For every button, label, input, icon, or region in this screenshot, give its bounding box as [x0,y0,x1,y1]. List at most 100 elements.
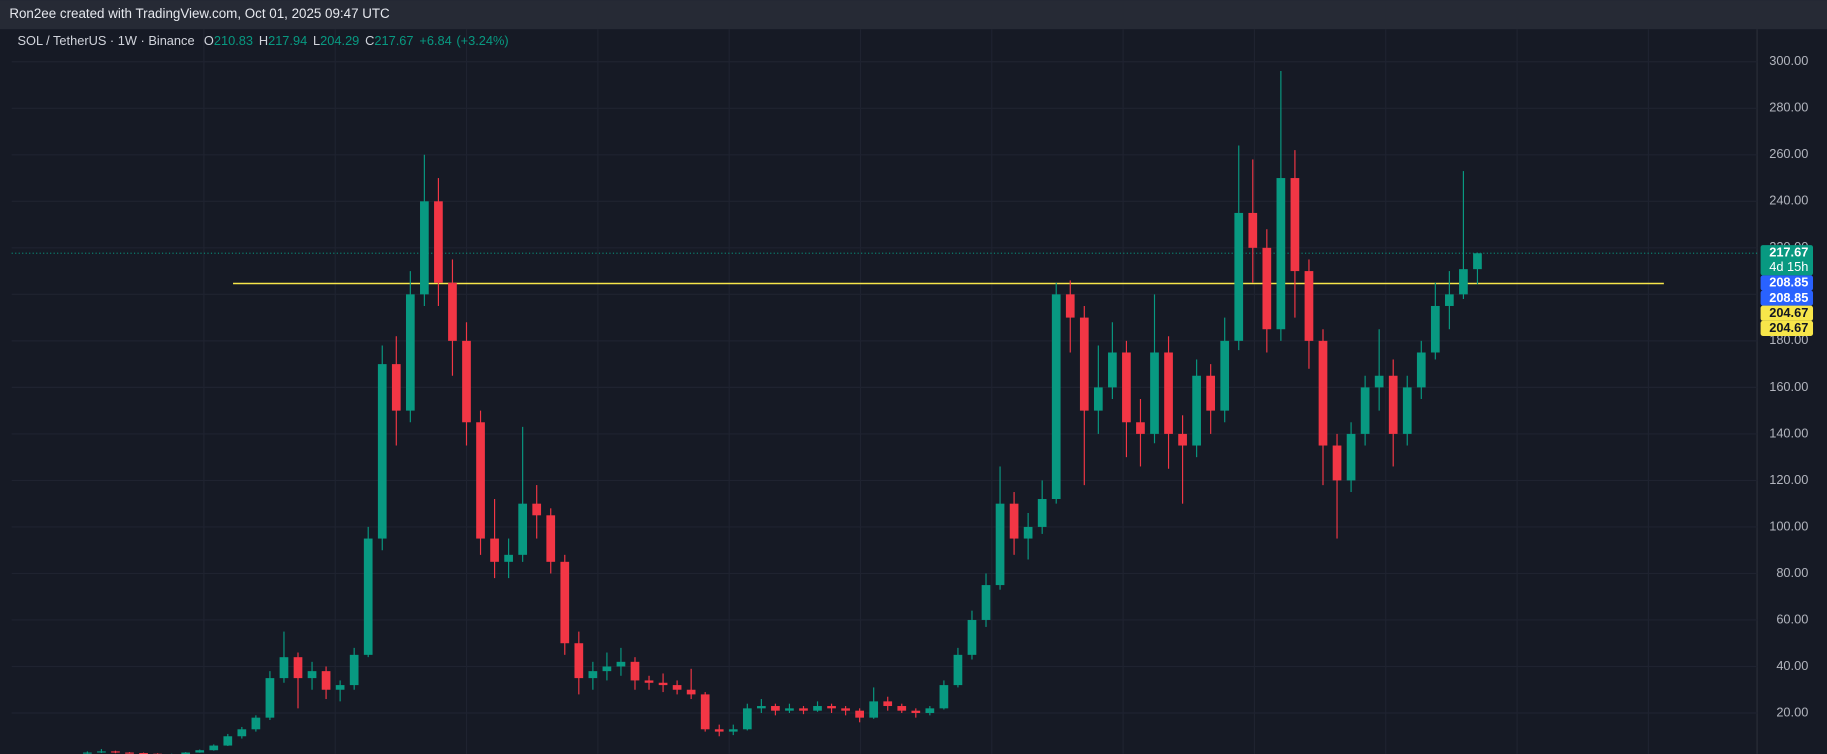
legend-value: 210.83 [214,33,253,48]
candle-body [897,706,907,711]
candle-body [349,654,359,686]
candle-body [911,710,921,713]
candle-body [560,561,570,644]
price-tag [1760,245,1814,276]
candle-body [1093,387,1103,411]
y-tick-label: 260.00 [1769,146,1808,161]
candle-body [1388,375,1398,434]
candle-body [546,515,556,562]
candle-body [279,657,289,679]
price-tag-countdown: 4d 15h [1769,259,1808,274]
y-tick-label: 180.00 [1769,332,1808,347]
candle-body [1220,340,1230,411]
candle-body [841,708,850,711]
candle-body [728,729,738,732]
price-tag [1760,275,1814,291]
candle-body [518,503,528,555]
candle-body [813,706,822,711]
y-tick-label: 160.00 [1769,379,1808,394]
candle-body [771,706,780,711]
candle-body [1164,352,1173,434]
price-tag [1760,305,1814,321]
candle-body [1178,433,1187,446]
candle-body [1332,445,1342,481]
candle-body [967,619,977,655]
y-tick-label: 300.00 [1769,53,1808,68]
candle-body [125,752,134,754]
candle-body [799,708,808,711]
candle-body [1304,271,1314,341]
price-tag-label: 208.85 [1769,275,1808,290]
candle-body [644,680,654,683]
price-tag [1760,290,1814,306]
candle-body [448,282,457,341]
candle-body [1037,499,1047,527]
candle-body [742,708,752,730]
candle-body [1122,352,1131,423]
candle-body [1262,247,1272,330]
legend-key: C [365,33,374,48]
candle-body [405,294,415,411]
candle-body [293,657,303,679]
candle-body [700,694,710,730]
legend-change-pct: (+3.24%) [456,33,508,48]
legend-value: 217.67 [374,33,413,48]
candle-body [532,503,542,516]
candle-body [363,538,373,655]
candle-body [1360,387,1370,434]
price-tag-label: 204.67 [1769,320,1808,335]
header-text: Ron2ee created with TradingView.com, Oct… [9,6,390,21]
candle-body [1430,305,1440,353]
candle-body [265,678,275,718]
y-tick-label: 100.00 [1769,518,1808,533]
candle-body [1402,387,1412,434]
y-tick-label: 140.00 [1769,425,1808,440]
y-tick-label: 280.00 [1769,100,1808,115]
candle-body [925,708,935,713]
candle-body [1459,269,1468,295]
candle-body [1206,375,1216,411]
candle-body [209,745,219,751]
candle-body [490,538,499,562]
legend-value: 217.94 [268,33,307,48]
y-tick-label: 120.00 [1769,472,1808,487]
candle-body [883,701,893,707]
candle-body [476,422,485,539]
legend-key: O [204,33,214,48]
legend: SOL / TetherUS · 1W · Binance O210.83 H217… [17,33,508,48]
candle-body [195,750,205,753]
legend-symbol: SOL / TetherUS · 1W · Binance [17,33,194,48]
candle-body [181,752,191,754]
candle-body [391,364,401,411]
candle-body [1416,352,1426,388]
legend-change: +6.84 [419,33,451,48]
price-tag-label: 208.85 [1769,290,1808,305]
candle-body [1051,294,1061,500]
candle-body [757,706,766,709]
candle-body [83,752,92,754]
y-tick-label: 80.00 [1776,565,1808,580]
top-bar [0,0,1827,30]
candle-body [1318,340,1328,446]
candle-body [251,717,261,730]
candle-body [630,661,640,681]
candle-body [420,201,429,295]
candle-body [97,751,106,753]
candle-body [223,736,233,746]
candle-body [855,710,864,718]
candle-body [307,671,317,679]
candle-body [434,201,443,283]
candle-body [1065,294,1075,318]
y-tick-label: 240.00 [1769,193,1808,208]
candle-body [1445,294,1454,306]
candle-body [953,654,963,686]
candle-body [237,729,247,737]
candle-body [111,751,120,753]
candle-body [588,671,598,679]
candle-body [1473,253,1482,270]
candle-body [1136,422,1145,434]
legend-value: 204.29 [320,33,359,48]
price-tag-label: 204.67 [1769,305,1808,320]
